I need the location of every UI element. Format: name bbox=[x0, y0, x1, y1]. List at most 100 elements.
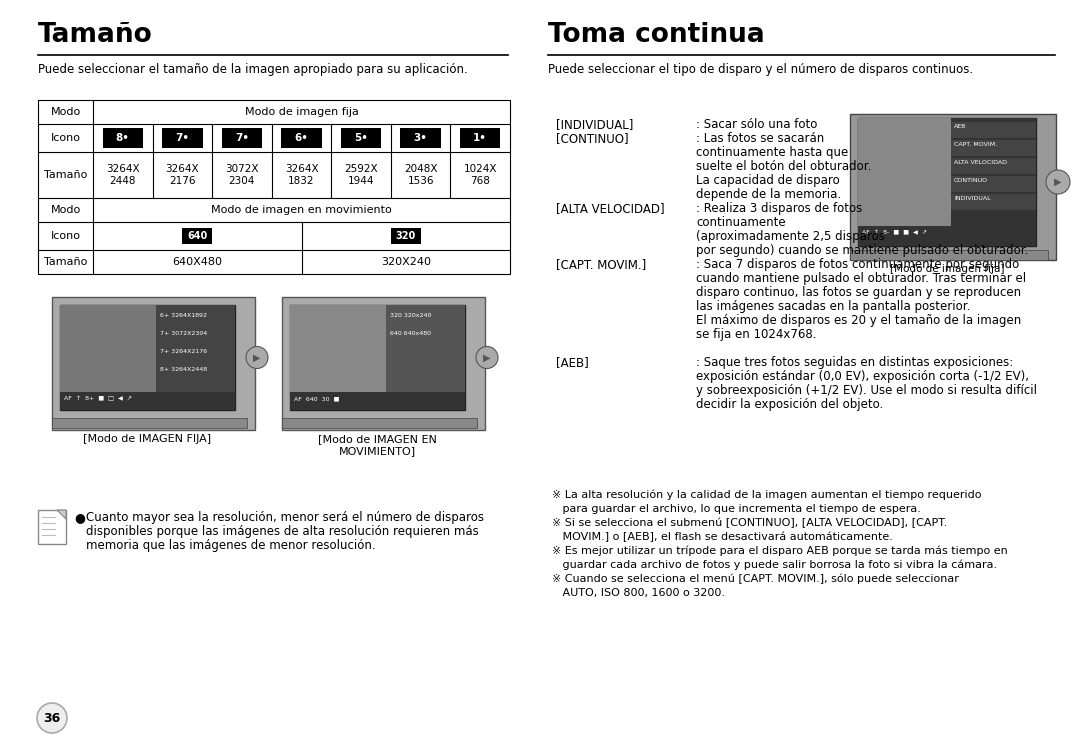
Bar bbox=[858, 226, 1036, 246]
Text: 3264X
1832: 3264X 1832 bbox=[285, 164, 319, 186]
Text: 3072X
2304: 3072X 2304 bbox=[225, 164, 259, 186]
Bar bbox=[162, 128, 203, 148]
Text: 6•: 6• bbox=[295, 133, 309, 143]
Text: memoria que las imágenes de menor resolución.: memoria que las imágenes de menor resolu… bbox=[86, 539, 376, 552]
Text: Puede seleccionar el tipo de disparo y el número de disparos continuos.: Puede seleccionar el tipo de disparo y e… bbox=[548, 63, 973, 76]
Circle shape bbox=[37, 703, 67, 733]
Text: Modo: Modo bbox=[51, 107, 81, 117]
Text: Icono: Icono bbox=[51, 133, 81, 143]
Text: Modo de imagen en movimiento: Modo de imagen en movimiento bbox=[211, 205, 392, 215]
Text: 2048X
1536: 2048X 1536 bbox=[404, 164, 437, 186]
Circle shape bbox=[246, 346, 268, 369]
Text: : Sacar sólo una foto: : Sacar sólo una foto bbox=[696, 118, 818, 131]
Bar bbox=[291, 305, 465, 410]
Bar bbox=[281, 128, 322, 148]
Text: AUTO, ISO 800, 1600 o 3200.: AUTO, ISO 800, 1600 o 3200. bbox=[552, 588, 725, 598]
Text: Tamaño: Tamaño bbox=[38, 22, 152, 48]
Text: y sobreexposición (+1/2 EV). Use el modo si resulta difícil: y sobreexposición (+1/2 EV). Use el modo… bbox=[696, 384, 1037, 397]
Text: 3264X
2448: 3264X 2448 bbox=[106, 164, 139, 186]
Text: MOVIM.] o [AEB], el flash se desactivará automáticamente.: MOVIM.] o [AEB], el flash se desactivará… bbox=[552, 532, 893, 542]
Text: CONTINUO: CONTINUO bbox=[954, 178, 988, 183]
Text: Modo: Modo bbox=[51, 205, 81, 215]
Text: las imágenes sacadas en la pantalla posterior.: las imágenes sacadas en la pantalla post… bbox=[696, 300, 970, 313]
Bar bbox=[282, 418, 477, 428]
Text: Modo de imagen fija: Modo de imagen fija bbox=[244, 107, 359, 117]
Bar bbox=[52, 297, 255, 430]
Bar bbox=[291, 305, 387, 410]
Text: La capacidad de disparo: La capacidad de disparo bbox=[696, 174, 840, 187]
Bar bbox=[460, 128, 500, 148]
Text: AEB: AEB bbox=[954, 124, 967, 129]
Text: AF  640  30  ■: AF 640 30 ■ bbox=[294, 396, 339, 401]
Bar bbox=[950, 118, 1036, 226]
Text: AF  ↑  8-  ■  ■  ◀  ↗: AF ↑ 8- ■ ■ ◀ ↗ bbox=[862, 230, 927, 235]
Text: 7+ 3072X2304: 7+ 3072X2304 bbox=[160, 331, 207, 336]
Text: [Modo de imagen fija]: [Modo de imagen fija] bbox=[890, 264, 1004, 274]
Text: ▶: ▶ bbox=[253, 353, 260, 363]
Bar bbox=[103, 128, 143, 148]
Text: [CONTINUO]: [CONTINUO] bbox=[556, 132, 629, 145]
Text: (aproximadamente 2,5 disparos: (aproximadamente 2,5 disparos bbox=[696, 230, 885, 243]
Text: [Modo de IMAGEN FIJA]: [Modo de IMAGEN FIJA] bbox=[83, 434, 212, 444]
Text: 3264X
2176: 3264X 2176 bbox=[165, 164, 199, 186]
Bar bbox=[38, 100, 510, 274]
Bar bbox=[391, 228, 421, 245]
Circle shape bbox=[476, 346, 498, 369]
Text: continuamente hasta que: continuamente hasta que bbox=[696, 146, 848, 159]
Bar bbox=[183, 228, 213, 245]
Bar bbox=[401, 128, 441, 148]
Text: suelte el botón del obturador.: suelte el botón del obturador. bbox=[696, 160, 872, 173]
Bar bbox=[950, 194, 1036, 210]
Text: 8+ 3264X2448: 8+ 3264X2448 bbox=[160, 367, 207, 372]
Text: ●: ● bbox=[75, 511, 85, 524]
Text: disponibles porque las imágenes de alta resolución requieren más: disponibles porque las imágenes de alta … bbox=[86, 525, 478, 538]
Text: Toma continua: Toma continua bbox=[548, 22, 765, 48]
Text: 7+ 3264X2176: 7+ 3264X2176 bbox=[160, 349, 207, 354]
Text: 320X240: 320X240 bbox=[381, 257, 431, 267]
Bar bbox=[950, 122, 1036, 138]
Text: depende de la memoria.: depende de la memoria. bbox=[696, 188, 841, 201]
Text: Cuanto mayor sea la resolución, menor será el número de disparos: Cuanto mayor sea la resolución, menor se… bbox=[86, 511, 484, 524]
Text: : Saque tres fotos seguidas en distintas exposiciones:: : Saque tres fotos seguidas en distintas… bbox=[696, 356, 1013, 369]
Text: Icono: Icono bbox=[51, 231, 81, 241]
Text: continuamente: continuamente bbox=[696, 216, 785, 229]
Bar bbox=[282, 297, 485, 430]
Text: 7•: 7• bbox=[235, 133, 248, 143]
Text: 640 640x480: 640 640x480 bbox=[390, 331, 431, 336]
Text: cuando mantiene pulsado el obturador. Tras terminar el: cuando mantiene pulsado el obturador. Tr… bbox=[696, 272, 1026, 285]
Text: ▶: ▶ bbox=[483, 353, 490, 363]
Bar bbox=[850, 114, 1056, 260]
Text: : Realiza 3 disparos de fotos: : Realiza 3 disparos de fotos bbox=[696, 202, 862, 215]
Text: se fija en 1024x768.: se fija en 1024x768. bbox=[696, 328, 816, 341]
Bar bbox=[850, 250, 1048, 260]
Circle shape bbox=[1047, 170, 1070, 194]
Text: [Modo de IMAGEN EN
MOVIMIENTO]: [Modo de IMAGEN EN MOVIMIENTO] bbox=[319, 434, 437, 456]
Text: 5•: 5• bbox=[354, 133, 368, 143]
Text: [ALTA VELOCIDAD]: [ALTA VELOCIDAD] bbox=[556, 202, 664, 215]
Text: [AEB]: [AEB] bbox=[556, 356, 589, 369]
Text: El máximo de disparos es 20 y el tamaño de la imagen: El máximo de disparos es 20 y el tamaño … bbox=[696, 314, 1022, 327]
Text: 3•: 3• bbox=[414, 133, 428, 143]
Text: 1•: 1• bbox=[473, 133, 487, 143]
Polygon shape bbox=[57, 510, 66, 519]
Text: [INDIVIDUAL]: [INDIVIDUAL] bbox=[556, 118, 633, 131]
Text: : Las fotos se sacarán: : Las fotos se sacarán bbox=[696, 132, 824, 145]
Text: 36: 36 bbox=[43, 712, 60, 724]
Text: Puede seleccionar el tamaño de la imagen apropiado para su aplicación.: Puede seleccionar el tamaño de la imagen… bbox=[38, 63, 468, 76]
Bar bbox=[950, 176, 1036, 192]
Bar bbox=[950, 158, 1036, 174]
Bar bbox=[950, 140, 1036, 156]
Text: 2592X
1944: 2592X 1944 bbox=[345, 164, 378, 186]
Text: 640: 640 bbox=[187, 231, 207, 241]
Text: Tamaño: Tamaño bbox=[44, 257, 87, 267]
Text: : Saca 7 disparos de fotos continuamente por segundo: : Saca 7 disparos de fotos continuamente… bbox=[696, 258, 1020, 271]
Text: guardar cada archivo de fotos y puede salir borrosa la foto si vibra la cámara.: guardar cada archivo de fotos y puede sa… bbox=[552, 560, 997, 571]
Text: 8•: 8• bbox=[116, 133, 130, 143]
Text: decidir la exposición del objeto.: decidir la exposición del objeto. bbox=[696, 398, 883, 411]
Text: ※ Es mejor utilizar un trípode para el disparo AEB porque se tarda más tiempo en: ※ Es mejor utilizar un trípode para el d… bbox=[552, 546, 1008, 557]
Bar bbox=[60, 392, 235, 410]
Text: ALTA VELOCIDAD: ALTA VELOCIDAD bbox=[954, 160, 1008, 165]
Text: por segundo) cuando se mantiene pulsado el obturador.: por segundo) cuando se mantiene pulsado … bbox=[696, 244, 1028, 257]
Text: 640X480: 640X480 bbox=[172, 257, 222, 267]
Text: CAPT. MOVIM.: CAPT. MOVIM. bbox=[954, 142, 997, 147]
